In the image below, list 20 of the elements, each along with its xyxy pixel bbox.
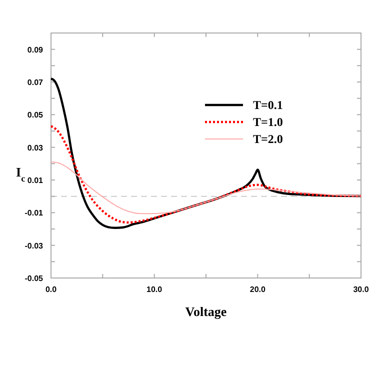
line-series <box>50 125 362 224</box>
x-tick-label: 0.0 <box>45 285 58 294</box>
y-tick-label: -0.03 <box>24 241 44 250</box>
legend-label: T=1.0 <box>253 115 283 129</box>
x-axis-title: Voltage <box>185 304 227 319</box>
legend-label: T=2.0 <box>253 132 283 146</box>
y-tick-label: 0.07 <box>27 78 44 87</box>
y-axis-title: I$_{c}$ <box>16 164 26 184</box>
y-tick-label: 0.09 <box>27 45 44 54</box>
legend-label: T=0.1 <box>253 98 283 112</box>
y-tick-label: 0.01 <box>27 176 44 185</box>
line-series <box>50 78 362 229</box>
y-tick-label: 0.05 <box>27 110 44 120</box>
y-tick-label: -0.01 <box>24 208 44 218</box>
x-tick-label: 30.0 <box>353 285 370 294</box>
line-series <box>50 162 362 214</box>
y-tick-label: 0.03 <box>27 143 44 152</box>
x-tick-label: 10.0 <box>146 285 163 294</box>
x-tick-label: 20.0 <box>250 285 266 294</box>
y-tick-label: -0.05 <box>24 274 44 283</box>
